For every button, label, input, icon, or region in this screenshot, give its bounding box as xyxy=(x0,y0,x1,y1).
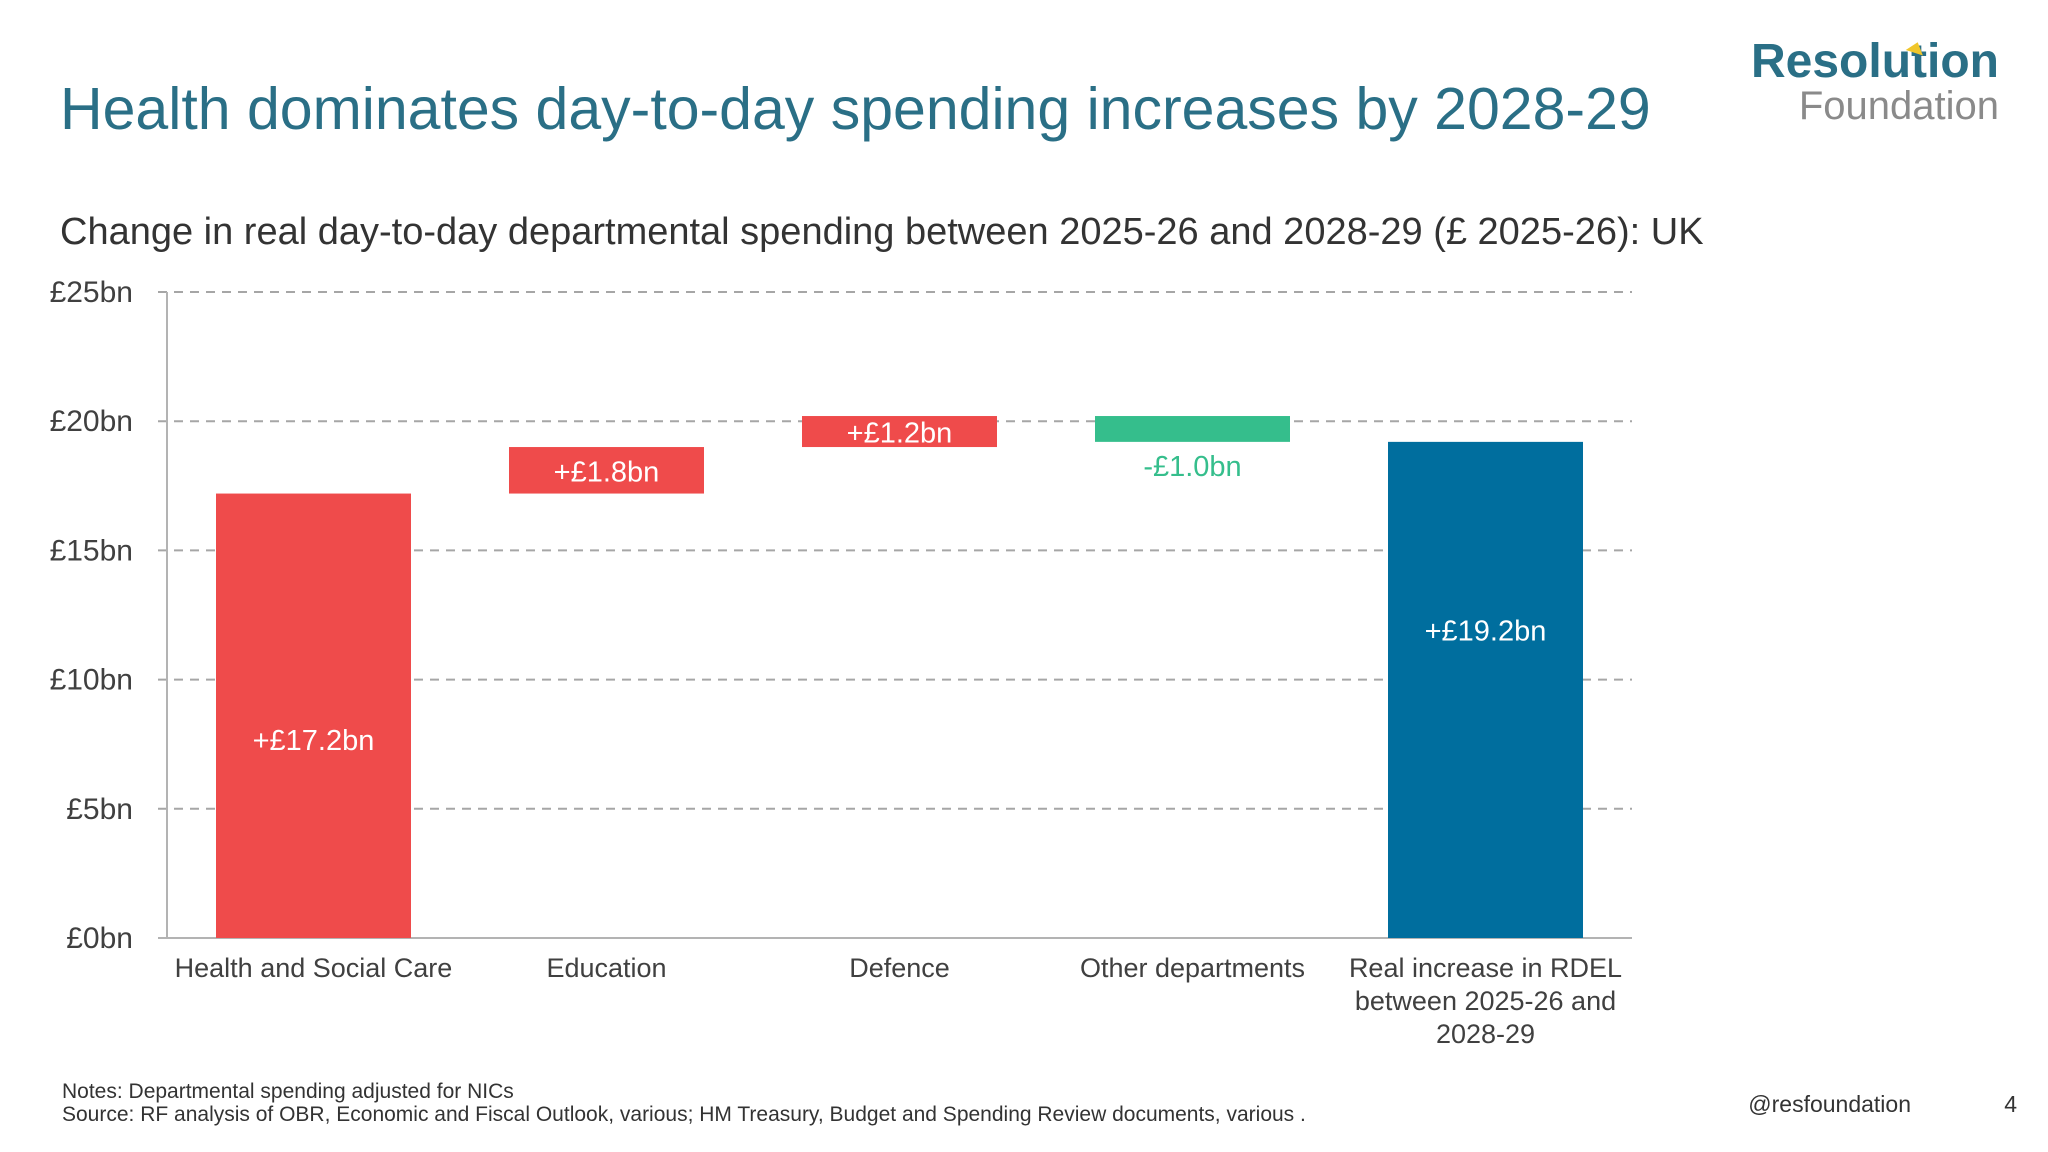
logo-wordmark: Resolution xyxy=(1751,38,1999,86)
y-tick-label: £0bn xyxy=(66,922,133,955)
x-tick-label: Other departments xyxy=(1080,953,1305,983)
data-label: +£1.2bn xyxy=(847,418,953,450)
x-tick-label: Education xyxy=(546,953,666,983)
data-label: +£1.8bn xyxy=(554,456,660,488)
x-tick-label: between 2025-26 and xyxy=(1355,986,1616,1016)
x-tick-label: Defence xyxy=(849,953,950,983)
data-label: -£1.0bn xyxy=(1143,451,1241,483)
bar xyxy=(1388,441,1583,938)
data-label: +£17.2bn xyxy=(253,725,375,757)
x-tick-label: Real increase in RDEL xyxy=(1349,953,1622,983)
bar xyxy=(1095,416,1290,442)
chart-notes: Notes: Departmental spending adjusted fo… xyxy=(62,1080,1306,1126)
y-tick-label: £20bn xyxy=(50,405,133,438)
chart-subtitle: Change in real day-to-day departmental s… xyxy=(60,211,1704,253)
logo-sub-text: Foundation xyxy=(1798,84,1999,128)
page-title: Health dominates day-to-day spending inc… xyxy=(60,76,1651,142)
bar xyxy=(802,416,997,448)
bar xyxy=(216,493,411,938)
y-tick-label: £5bn xyxy=(66,793,133,826)
y-tick-label: £10bn xyxy=(50,664,133,697)
page-number: 4 xyxy=(2004,1091,2017,1117)
resolution-foundation-logo: Resolution Foundation xyxy=(1751,38,1999,128)
y-tick-label: £15bn xyxy=(50,534,133,567)
source-text: Source: RF analysis of OBR, Economic and… xyxy=(62,1103,1306,1126)
notes-text: Notes: Departmental spending adjusted fo… xyxy=(62,1080,514,1103)
bar xyxy=(509,447,704,494)
data-label: +£19.2bn xyxy=(1425,615,1547,647)
x-tick-label: Health and Social Care xyxy=(175,953,453,983)
twitter-handle: @resfoundation xyxy=(1748,1091,1911,1117)
y-tick-label: £25bn xyxy=(50,276,133,309)
logo-main-text: Resolution xyxy=(1751,35,1999,88)
x-tick-label: 2028-29 xyxy=(1436,1019,1535,1049)
